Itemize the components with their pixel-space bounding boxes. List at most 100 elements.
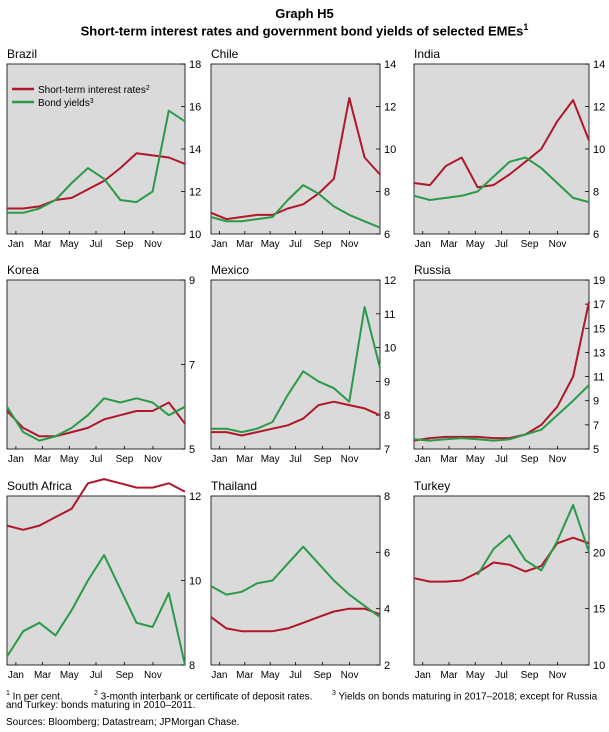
x-tick-label: Jan [8, 239, 24, 250]
series-short-rate-mexico [211, 400, 381, 437]
series-short-rate-south-africa [6, 478, 186, 531]
y-tick-label: 19 [593, 275, 605, 287]
y-tick-label: 9 [384, 376, 390, 388]
footnote-2-mark: 2 [94, 690, 98, 697]
x-tick-label: Mar [236, 454, 254, 465]
x-tick-label: Sep [314, 454, 332, 465]
plot-area-chile [210, 63, 381, 235]
x-tick-label: Sep [521, 239, 539, 250]
y-tick-label: 2 [384, 660, 390, 672]
y-tick-label: 8 [384, 491, 390, 503]
x-tick-label: Sep [314, 670, 332, 681]
series-bond-yield-thailand [210, 545, 381, 618]
footnote-1: 1 In per cent. [6, 688, 63, 704]
legend-label-short-rate: Short-term interest rates2 [38, 85, 150, 97]
series-short-rate-india [413, 99, 590, 189]
y-tick-label: 4 [384, 604, 390, 616]
panel-title-india: India [414, 47, 440, 61]
y-tick-label: 25 [593, 491, 605, 503]
series-bond-yield-mexico [211, 306, 381, 434]
footnote-3-continued: and Turkey: bonds maturing in 2010–2011. [6, 700, 196, 711]
panel-title-south-africa: South Africa [7, 479, 72, 493]
series-short-rate-korea [6, 401, 186, 438]
y-tick-label: 15 [593, 604, 605, 616]
plot-area-brazil [6, 63, 186, 235]
footnote-2-text: 3-month interbank or certificate of depo… [97, 691, 313, 703]
series-bond-yield-india [413, 156, 590, 204]
plot-area-mexico [210, 279, 381, 450]
panel-title-thailand: Thailand [211, 479, 257, 493]
panel-title-mexico: Mexico [211, 263, 249, 277]
y-tick-label: 10 [593, 660, 605, 672]
x-tick-label: Sep [116, 239, 134, 250]
x-tick-label: Nov [549, 670, 567, 681]
footnote-3-text: Yields on bonds maturing in 2017–2018; e… [335, 691, 598, 703]
x-tick-label: May [261, 670, 280, 681]
x-tick-label: Sep [521, 670, 539, 681]
x-tick-label: May [60, 670, 79, 681]
y-tick-label: 16 [189, 102, 201, 114]
y-tick-label: 12 [189, 491, 201, 503]
y-tick-label: 10 [384, 343, 396, 355]
x-tick-label: Jan [415, 670, 431, 681]
y-tick-label: 11 [384, 309, 395, 321]
x-tick-label: Mar [34, 670, 52, 681]
y-tick-label: 5 [189, 444, 195, 456]
footnote-3: 3 Yields on bonds maturing in 2017–2018;… [332, 688, 597, 704]
panel-turkey: Turkey 10 15 20 25 Jan Mar May Jul Sep Nov [413, 479, 605, 681]
series-bond-yield-chile [210, 184, 381, 229]
x-tick-label: May [466, 670, 485, 681]
x-tick-label: May [261, 239, 280, 250]
y-tick-label: 12 [593, 102, 605, 114]
y-tick-label: 7 [384, 444, 390, 456]
x-tick-label: Nov [144, 239, 162, 250]
footnote-1-mark: 1 [6, 690, 10, 697]
x-tick-label: Mar [440, 454, 458, 465]
series-short-rate-russia [413, 301, 590, 442]
panel-brazil: Brazil 10 12 14 16 18 Jan Mar May Jul Sep Nov [6, 47, 201, 250]
plot-area-south-africa [6, 495, 186, 666]
y-tick-label: 12 [189, 187, 201, 199]
plot-area-turkey [413, 495, 590, 666]
x-tick-label: Jul [90, 454, 103, 465]
series-short-rate-turkey [413, 536, 590, 583]
y-tick-label: 6 [384, 547, 390, 559]
panel-mexico: Mexico 7 8 9 10 11 12 Jan Mar May Jul Sep Nov [210, 263, 396, 465]
x-tick-label: Jan [211, 239, 227, 250]
y-tick-label: 11 [593, 372, 604, 384]
y-tick-label: 14 [189, 144, 201, 156]
y-tick-label: 17 [593, 299, 605, 311]
panel-title-korea: Korea [7, 263, 39, 277]
x-tick-label: Sep [314, 239, 332, 250]
x-tick-label: Nov [341, 670, 359, 681]
legend-note-bond-yield: 3 [90, 98, 94, 105]
y-tick-label: 8 [384, 187, 390, 199]
x-tick-label: Nov [549, 239, 567, 250]
panel-south-africa: South Africa 8 10 12 Jan Mar May Jul Sep Nov [6, 478, 201, 681]
x-tick-label: Jan [415, 454, 431, 465]
y-tick-label: 10 [593, 144, 605, 156]
x-tick-label: Nov [144, 454, 162, 465]
y-tick-label: 6 [593, 229, 599, 241]
panel-korea: Korea 5 7 9 Jan Mar May Jul Sep Nov [6, 263, 195, 465]
series-bond-yield-russia [413, 384, 590, 442]
plot-area-thailand [210, 495, 381, 666]
y-tick-label: 8 [593, 187, 599, 199]
series-bond-yield-brazil [7, 109, 186, 214]
x-tick-label: Jul [289, 454, 302, 465]
y-tick-label: 15 [593, 323, 605, 335]
legend-note-short-rate: 2 [146, 85, 150, 92]
x-tick-label: May [466, 239, 485, 250]
y-tick-label: 18 [189, 59, 201, 71]
x-tick-label: May [60, 454, 79, 465]
series-bond-yield-south-africa [6, 554, 186, 666]
y-tick-label: 14 [593, 59, 605, 71]
x-tick-label: Nov [549, 454, 567, 465]
graph-subtitle: Short-term interest rates and government… [0, 22, 609, 38]
y-tick-label: 8 [384, 410, 390, 422]
y-tick-label: 12 [384, 275, 396, 287]
x-tick-label: May [261, 454, 280, 465]
x-tick-label: Nov [341, 454, 359, 465]
y-tick-label: 20 [593, 547, 605, 559]
series-short-rate-thailand [210, 607, 381, 633]
